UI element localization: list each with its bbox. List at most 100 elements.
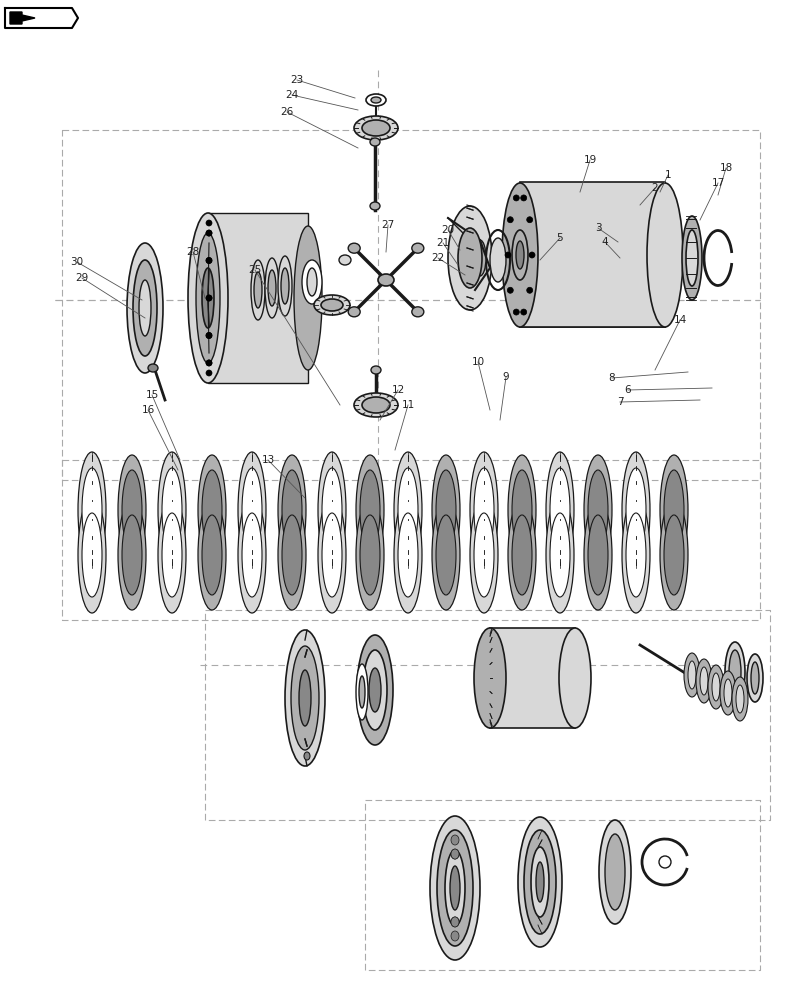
- Ellipse shape: [370, 202, 380, 210]
- Ellipse shape: [512, 470, 531, 550]
- Ellipse shape: [450, 883, 458, 893]
- Ellipse shape: [206, 370, 212, 376]
- Ellipse shape: [355, 664, 367, 720]
- Ellipse shape: [368, 668, 380, 712]
- Ellipse shape: [530, 847, 548, 917]
- Ellipse shape: [448, 206, 491, 310]
- Ellipse shape: [411, 243, 423, 253]
- Ellipse shape: [338, 255, 350, 265]
- Ellipse shape: [587, 470, 607, 550]
- Ellipse shape: [206, 295, 212, 301]
- Ellipse shape: [393, 452, 422, 568]
- Ellipse shape: [450, 917, 458, 927]
- Ellipse shape: [281, 470, 302, 550]
- Text: 27: 27: [381, 220, 394, 230]
- Ellipse shape: [646, 183, 682, 327]
- Ellipse shape: [359, 515, 380, 595]
- Text: 3: 3: [594, 223, 601, 233]
- Ellipse shape: [411, 307, 423, 317]
- Ellipse shape: [370, 138, 380, 146]
- Ellipse shape: [348, 307, 360, 317]
- Ellipse shape: [724, 642, 744, 702]
- Ellipse shape: [625, 513, 646, 597]
- Polygon shape: [5, 8, 78, 28]
- Ellipse shape: [711, 673, 719, 701]
- Ellipse shape: [320, 299, 342, 311]
- Polygon shape: [10, 12, 35, 24]
- Ellipse shape: [82, 513, 102, 597]
- Ellipse shape: [206, 220, 212, 226]
- Ellipse shape: [621, 452, 649, 568]
- Ellipse shape: [444, 850, 465, 926]
- Ellipse shape: [198, 455, 225, 565]
- Ellipse shape: [78, 497, 106, 613]
- Bar: [489, 628, 574, 728]
- Ellipse shape: [474, 240, 486, 276]
- Ellipse shape: [517, 817, 561, 947]
- Ellipse shape: [281, 268, 289, 304]
- Ellipse shape: [719, 671, 735, 715]
- Ellipse shape: [242, 513, 262, 597]
- Text: 20: 20: [441, 225, 454, 235]
- Ellipse shape: [378, 274, 393, 286]
- Text: 1: 1: [664, 170, 671, 180]
- Ellipse shape: [474, 628, 505, 728]
- Ellipse shape: [599, 820, 630, 924]
- Ellipse shape: [363, 650, 387, 730]
- Ellipse shape: [122, 515, 142, 595]
- Ellipse shape: [457, 228, 482, 288]
- Ellipse shape: [470, 497, 497, 613]
- Ellipse shape: [558, 628, 590, 728]
- Ellipse shape: [397, 468, 418, 552]
- Text: 2: 2: [651, 183, 658, 193]
- Ellipse shape: [238, 497, 266, 613]
- Ellipse shape: [449, 866, 460, 910]
- Ellipse shape: [277, 500, 306, 610]
- Text: 13: 13: [261, 455, 274, 465]
- Ellipse shape: [118, 455, 146, 565]
- Ellipse shape: [685, 230, 697, 286]
- Ellipse shape: [489, 238, 505, 282]
- Ellipse shape: [318, 452, 345, 568]
- Ellipse shape: [355, 455, 384, 565]
- Ellipse shape: [202, 515, 221, 595]
- Text: 24: 24: [285, 90, 298, 100]
- Ellipse shape: [508, 455, 535, 565]
- Ellipse shape: [450, 917, 458, 927]
- Ellipse shape: [314, 295, 350, 315]
- Ellipse shape: [750, 662, 758, 694]
- Ellipse shape: [366, 94, 385, 106]
- Ellipse shape: [545, 497, 573, 613]
- Ellipse shape: [206, 257, 212, 263]
- Ellipse shape: [358, 676, 365, 708]
- Ellipse shape: [206, 295, 212, 301]
- Text: 18: 18: [719, 163, 732, 173]
- Text: 15: 15: [145, 390, 158, 400]
- Ellipse shape: [78, 452, 106, 568]
- Ellipse shape: [515, 241, 523, 269]
- Ellipse shape: [148, 364, 158, 372]
- Ellipse shape: [162, 468, 182, 552]
- Ellipse shape: [371, 97, 380, 103]
- Ellipse shape: [139, 280, 151, 336]
- Ellipse shape: [728, 650, 740, 694]
- Ellipse shape: [520, 195, 526, 201]
- Ellipse shape: [362, 120, 389, 136]
- Ellipse shape: [206, 360, 212, 366]
- Ellipse shape: [264, 258, 279, 318]
- Ellipse shape: [122, 470, 142, 550]
- Ellipse shape: [277, 256, 292, 316]
- Ellipse shape: [355, 500, 384, 610]
- Text: 30: 30: [71, 257, 84, 267]
- Ellipse shape: [206, 332, 212, 338]
- Text: 5: 5: [556, 233, 563, 243]
- Text: 22: 22: [431, 253, 444, 263]
- Text: 29: 29: [75, 273, 88, 283]
- Ellipse shape: [371, 366, 380, 374]
- Text: 19: 19: [582, 155, 596, 165]
- Ellipse shape: [535, 862, 543, 902]
- Ellipse shape: [118, 500, 146, 610]
- Ellipse shape: [436, 470, 456, 550]
- Ellipse shape: [526, 287, 532, 293]
- Ellipse shape: [303, 752, 310, 760]
